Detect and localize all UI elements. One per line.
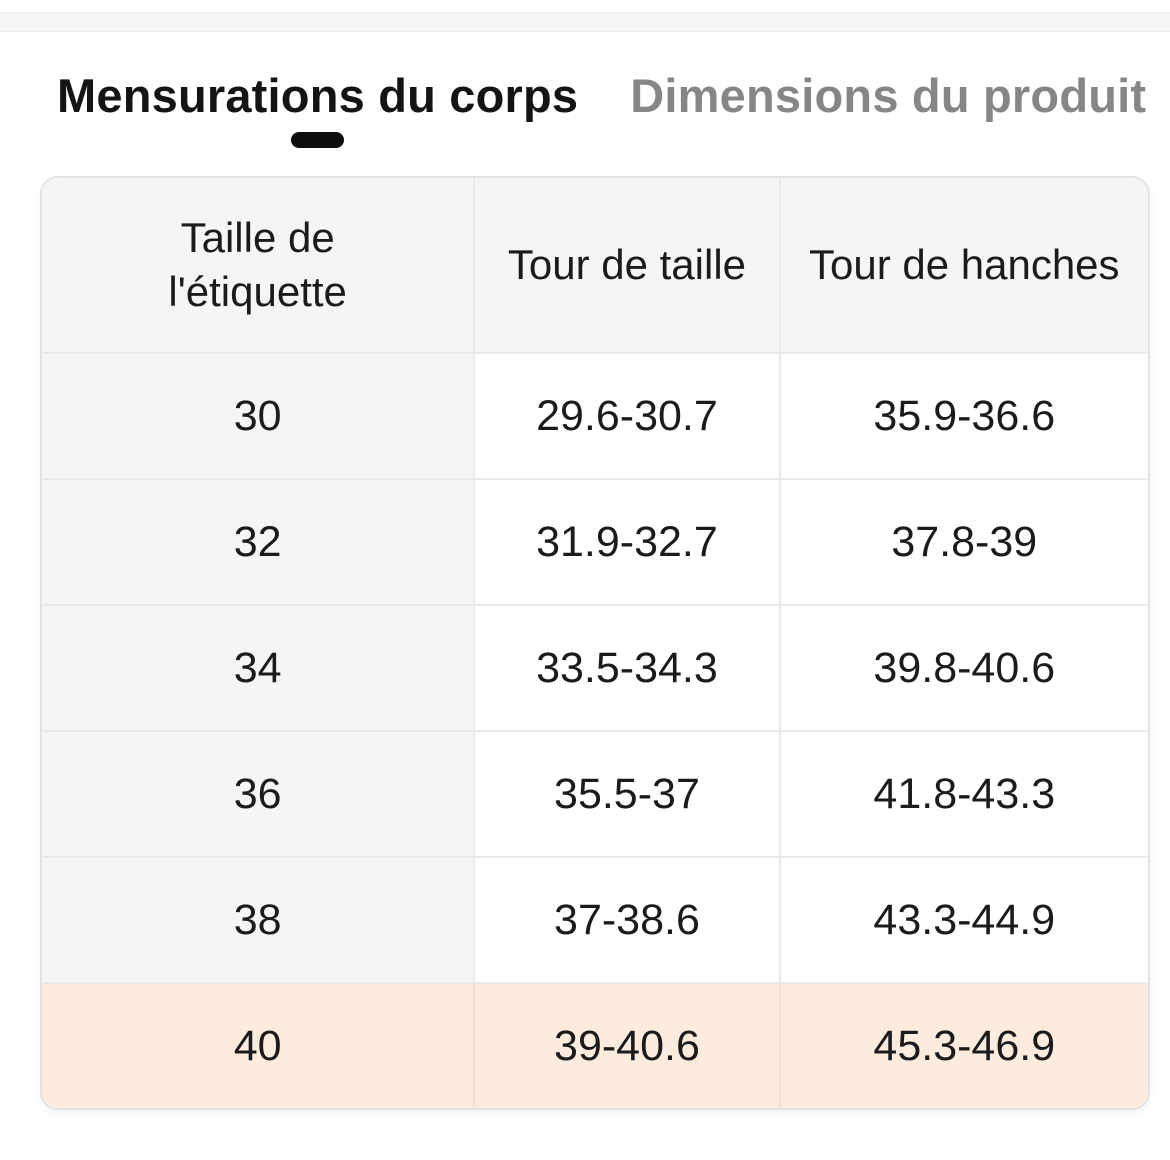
- size-cell: 40: [42, 984, 474, 1108]
- table-row: 32 31.9-32.7 37.8-39: [42, 478, 1148, 604]
- waist-cell: 39-40.6: [473, 984, 779, 1108]
- tab-product-dimensions[interactable]: Dimensions du produit: [630, 68, 1146, 148]
- column-header-waist: Tour de taille: [473, 178, 779, 352]
- size-cell: 30: [42, 354, 474, 478]
- waist-cell: 31.9-32.7: [473, 480, 779, 604]
- size-cell: 34: [42, 606, 474, 730]
- hips-cell: 43.3-44.9: [778, 858, 1148, 982]
- size-cell: 36: [42, 732, 474, 856]
- tab-body-measurements[interactable]: Mensurations du corps: [57, 68, 578, 148]
- hips-cell: 37.8-39: [778, 480, 1148, 604]
- table-row: 36 35.5-37 41.8-43.3: [42, 730, 1148, 856]
- hips-cell: 35.9-36.6: [778, 354, 1148, 478]
- hips-cell: 39.8-40.6: [778, 606, 1148, 730]
- table-header-row: Taille de l'étiquette Tour de taille Tou…: [42, 178, 1148, 352]
- waist-cell: 35.5-37: [473, 732, 779, 856]
- size-cell: 38: [42, 858, 474, 982]
- table-row: 38 37-38.6 43.3-44.9: [42, 856, 1148, 982]
- active-tab-indicator: [291, 132, 345, 148]
- waist-cell: 29.6-30.7: [473, 354, 779, 478]
- waist-cell: 37-38.6: [473, 858, 779, 982]
- section-divider: [0, 12, 1170, 32]
- table-row: 34 33.5-34.3 39.8-40.6: [42, 604, 1148, 730]
- column-header-hips: Tour de hanches: [778, 178, 1148, 352]
- size-chart-tabs: Mensurations du corps Dimensions du prod…: [57, 68, 1170, 148]
- hips-cell: 45.3-46.9: [778, 984, 1148, 1108]
- size-chart-table: Taille de l'étiquette Tour de taille Tou…: [40, 176, 1150, 1110]
- column-header-label-size: Taille de l'étiquette: [42, 178, 474, 352]
- tab-body-measurements-label: Mensurations du corps: [57, 69, 579, 122]
- waist-cell: 33.5-34.3: [473, 606, 779, 730]
- size-cell: 32: [42, 480, 474, 604]
- hips-cell: 41.8-43.3: [778, 732, 1148, 856]
- table-row-highlighted: 40 39-40.6 45.3-46.9: [42, 982, 1148, 1108]
- table-row: 30 29.6-30.7 35.9-36.6: [42, 352, 1148, 478]
- tab-product-dimensions-label: Dimensions du produit: [630, 69, 1147, 122]
